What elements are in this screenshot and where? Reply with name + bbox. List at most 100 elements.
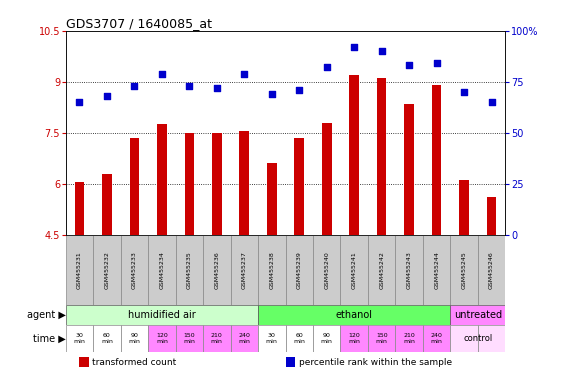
Bar: [130, 138, 139, 235]
Text: GSM455244: GSM455244: [434, 251, 439, 289]
Bar: [395, 235, 423, 305]
Bar: [340, 325, 368, 352]
Bar: [184, 133, 194, 235]
Point: [75, 99, 84, 105]
Bar: [231, 235, 258, 305]
Text: 210
min: 210 min: [211, 333, 223, 344]
Text: 90
min: 90 min: [321, 333, 333, 344]
Bar: [212, 133, 222, 235]
Point: [349, 44, 359, 50]
Text: GSM455237: GSM455237: [242, 251, 247, 289]
Text: 150
min: 150 min: [183, 333, 195, 344]
Point: [240, 71, 249, 77]
Bar: [349, 75, 359, 235]
Text: control: control: [463, 334, 492, 343]
Bar: [93, 235, 120, 305]
Bar: [451, 235, 478, 305]
Bar: [478, 235, 505, 305]
Text: untreated: untreated: [454, 310, 502, 320]
Text: GSM455232: GSM455232: [104, 251, 110, 289]
Point: [212, 85, 222, 91]
Bar: [203, 235, 231, 305]
Bar: [102, 174, 112, 235]
Bar: [148, 235, 176, 305]
Text: GSM455236: GSM455236: [214, 251, 219, 289]
Bar: [93, 325, 120, 352]
Bar: [66, 235, 93, 305]
Bar: [377, 78, 387, 235]
Text: 240
min: 240 min: [238, 333, 250, 344]
Bar: [75, 182, 84, 235]
Text: GSM455239: GSM455239: [297, 251, 301, 289]
Bar: [258, 305, 451, 325]
Text: percentile rank within the sample: percentile rank within the sample: [299, 358, 452, 367]
Text: agent ▶: agent ▶: [27, 310, 66, 320]
Text: GSM455243: GSM455243: [407, 251, 412, 289]
Bar: [258, 325, 286, 352]
Bar: [258, 235, 286, 305]
Bar: [478, 325, 505, 352]
Point: [185, 83, 194, 89]
Bar: [267, 163, 276, 235]
Bar: [432, 85, 441, 235]
Text: GSM455240: GSM455240: [324, 251, 329, 289]
Text: time ▶: time ▶: [33, 334, 66, 344]
Bar: [313, 235, 340, 305]
Text: 60
min: 60 min: [293, 333, 305, 344]
Point: [130, 83, 139, 89]
Point: [102, 93, 111, 99]
Point: [322, 65, 331, 71]
Bar: [66, 305, 258, 325]
Text: 60
min: 60 min: [101, 333, 113, 344]
Bar: [322, 122, 332, 235]
Text: 120
min: 120 min: [348, 333, 360, 344]
Text: GSM455242: GSM455242: [379, 251, 384, 289]
Bar: [66, 325, 93, 352]
Point: [377, 48, 386, 54]
Bar: [295, 138, 304, 235]
Point: [267, 91, 276, 97]
Bar: [368, 235, 395, 305]
Text: GSM455245: GSM455245: [461, 251, 467, 289]
Bar: [368, 325, 395, 352]
Text: 90
min: 90 min: [128, 333, 140, 344]
Bar: [423, 235, 451, 305]
Bar: [286, 357, 295, 367]
Bar: [239, 131, 249, 235]
Bar: [313, 325, 340, 352]
Text: 120
min: 120 min: [156, 333, 168, 344]
Text: 210
min: 210 min: [403, 333, 415, 344]
Point: [295, 87, 304, 93]
Text: 240
min: 240 min: [431, 333, 443, 344]
Bar: [459, 180, 469, 235]
Bar: [79, 357, 89, 367]
Point: [487, 99, 496, 105]
Bar: [487, 197, 496, 235]
Text: 30
min: 30 min: [266, 333, 278, 344]
Text: 30
min: 30 min: [74, 333, 85, 344]
Text: GDS3707 / 1640085_at: GDS3707 / 1640085_at: [66, 17, 212, 30]
Bar: [203, 325, 231, 352]
Bar: [120, 235, 148, 305]
Bar: [404, 104, 414, 235]
Bar: [286, 325, 313, 352]
Bar: [176, 235, 203, 305]
Point: [157, 71, 166, 77]
Text: GSM455231: GSM455231: [77, 251, 82, 289]
Text: GSM455234: GSM455234: [159, 251, 164, 289]
Text: ethanol: ethanol: [336, 310, 373, 320]
Bar: [176, 325, 203, 352]
Point: [432, 60, 441, 66]
Bar: [395, 325, 423, 352]
Text: 150
min: 150 min: [376, 333, 388, 344]
Text: GSM455235: GSM455235: [187, 251, 192, 289]
Text: transformed count: transformed count: [92, 358, 176, 367]
Bar: [451, 325, 478, 352]
Text: humidified air: humidified air: [128, 310, 196, 320]
Bar: [451, 305, 505, 325]
Text: GSM455246: GSM455246: [489, 251, 494, 289]
Text: GSM455233: GSM455233: [132, 251, 137, 289]
Bar: [423, 325, 451, 352]
Point: [460, 89, 469, 95]
Bar: [148, 325, 176, 352]
